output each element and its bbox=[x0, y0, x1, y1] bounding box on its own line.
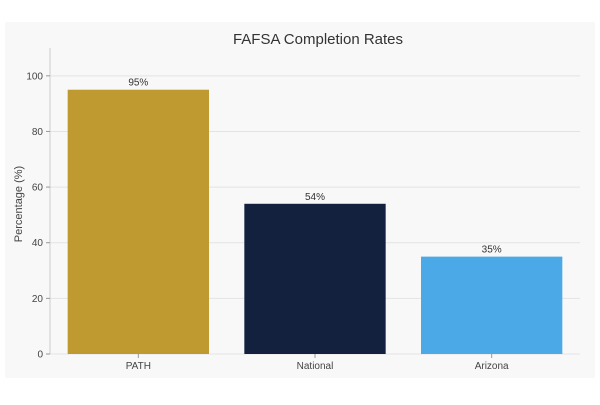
y-tick-label: 20 bbox=[32, 294, 44, 305]
y-tick-label: 100 bbox=[26, 71, 43, 82]
y-axis-label: Percentage (%) bbox=[13, 166, 25, 242]
y-tick-label: 60 bbox=[32, 183, 44, 194]
data-label-national: 54% bbox=[305, 192, 325, 203]
data-labels: 95% 54% 35% bbox=[128, 78, 501, 256]
bar-path bbox=[67, 89, 210, 355]
bar-national bbox=[244, 203, 386, 354]
chart-title: FAFSA Completion Rates bbox=[233, 31, 403, 48]
data-label-arizona: 35% bbox=[482, 245, 502, 256]
x-tick-label: National bbox=[297, 361, 334, 372]
y-tick-label: 80 bbox=[32, 127, 44, 138]
y-tick-label: 40 bbox=[32, 238, 44, 249]
y-tick-label: 0 bbox=[37, 350, 43, 361]
y-ticks: 0 20 40 60 80 100 bbox=[26, 71, 50, 361]
bars bbox=[67, 89, 563, 355]
data-label-path: 95% bbox=[128, 78, 148, 89]
bar-arizona bbox=[421, 256, 563, 354]
x-ticks: PATH National Arizona bbox=[126, 354, 509, 372]
x-tick-label: Arizona bbox=[475, 361, 509, 372]
x-tick-label: PATH bbox=[126, 361, 151, 372]
